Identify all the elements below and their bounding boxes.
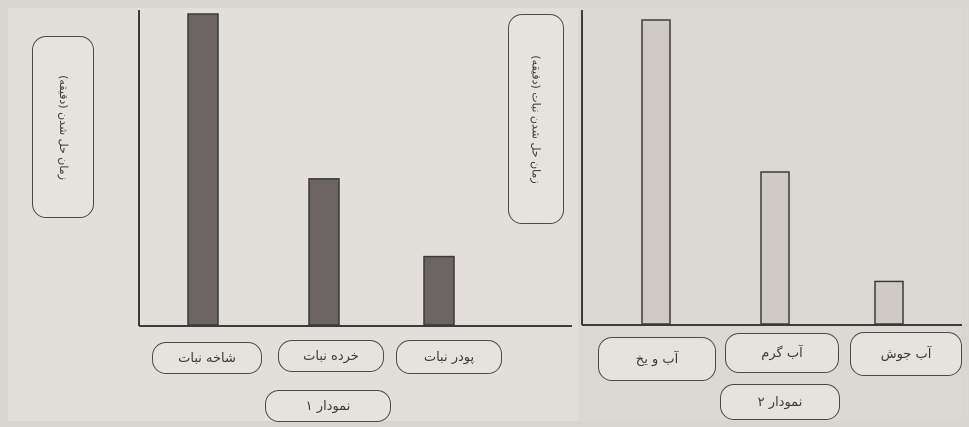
chart1-category-label: پودر نبات — [396, 340, 502, 374]
chart2-bars — [641, 19, 904, 325]
chart1-bar — [187, 13, 219, 326]
chart1-title: نمودار ۱ — [265, 390, 391, 422]
chart1-y-label-text: زمان حل شدن (دقیقه) — [56, 74, 70, 180]
chart2-category-label: آب و یخ — [598, 337, 716, 381]
chart2-y-label-text: زمان حل شدن نبات (دقیقه) — [529, 54, 543, 184]
chart1-bar — [308, 178, 340, 326]
chart1-category-label: خرده نبات — [278, 340, 384, 372]
chart2-category-label: آب جوش — [850, 332, 962, 376]
chart1-y-label: زمان حل شدن (دقیقه) — [32, 36, 94, 218]
chart2-bar — [760, 171, 790, 325]
chart1-category-label: شاخه نبات — [152, 342, 262, 374]
chart2-bar — [641, 19, 671, 325]
chart2-title: نمودار ۲ — [720, 384, 840, 420]
chart2-bar — [874, 280, 904, 325]
chart1-bars — [187, 13, 455, 326]
chart2-y-label: زمان حل شدن نبات (دقیقه) — [508, 14, 564, 224]
chart2-category-label: آب گرم — [725, 333, 839, 373]
chart1-bar — [423, 255, 455, 326]
